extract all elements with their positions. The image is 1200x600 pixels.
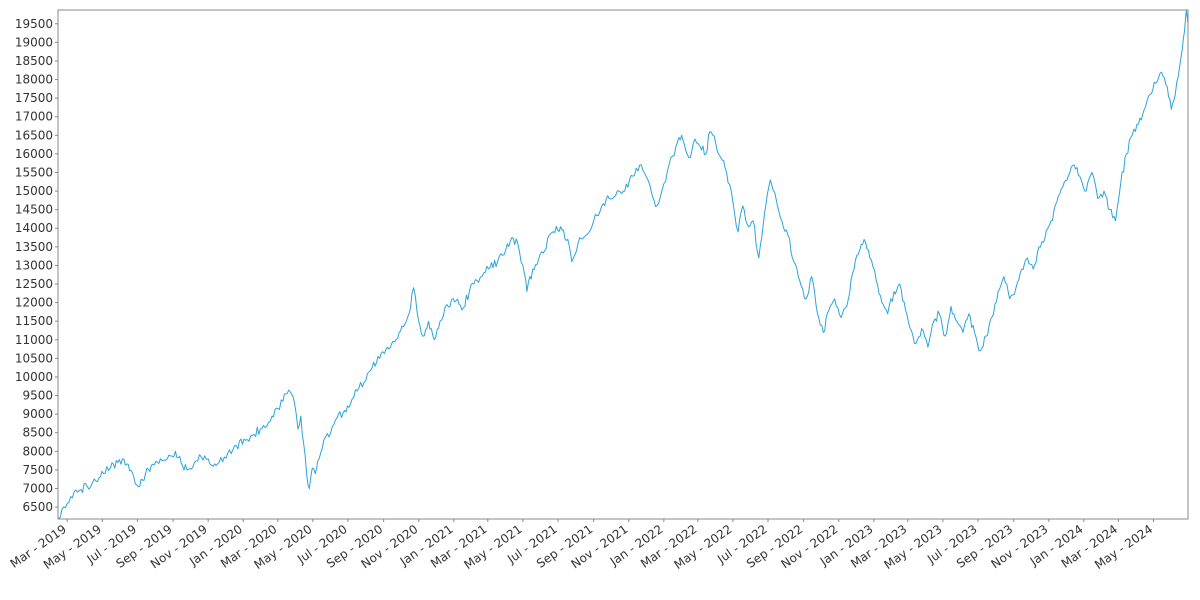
y-tick-label: 13000 bbox=[15, 258, 53, 272]
y-tick-label: 11500 bbox=[15, 314, 53, 328]
y-tick-label: 19500 bbox=[15, 17, 53, 31]
y-tick-label: 11000 bbox=[15, 333, 53, 347]
y-tick-label: 16500 bbox=[15, 128, 53, 142]
y-axis: 6500 7000 7500 8000 8500 9000 9500 10000 10500 11… bbox=[15, 17, 58, 514]
y-tick-label: 15000 bbox=[15, 184, 53, 198]
y-tick-label: 12500 bbox=[15, 277, 53, 291]
y-tick-label: 14000 bbox=[15, 221, 53, 235]
series-layer bbox=[58, 10, 1189, 519]
y-tick-label: 6500 bbox=[22, 500, 53, 514]
y-tick-label: 8500 bbox=[22, 426, 53, 440]
y-tick-label: 10000 bbox=[15, 370, 53, 384]
y-tick-label: 17000 bbox=[15, 110, 53, 124]
plot-frame bbox=[57, 9, 1189, 520]
y-tick-label: 8000 bbox=[22, 444, 53, 458]
y-tick-label: 16000 bbox=[15, 147, 53, 161]
y-tick-label: 17500 bbox=[15, 91, 53, 105]
y-tick-label: 9000 bbox=[22, 407, 53, 421]
y-tick-label: 7500 bbox=[22, 463, 53, 477]
series-line bbox=[58, 10, 1189, 519]
y-tick-label: 13500 bbox=[15, 240, 53, 254]
y-tick-label: 12000 bbox=[15, 296, 53, 310]
y-tick-label: 18000 bbox=[15, 73, 53, 87]
y-tick-label: 9500 bbox=[22, 389, 53, 403]
y-tick-label: 14500 bbox=[15, 203, 53, 217]
y-tick-label: 18500 bbox=[15, 54, 53, 68]
y-tick-label: 7000 bbox=[22, 482, 53, 496]
y-tick-label: 15500 bbox=[15, 165, 53, 179]
y-tick-label: 10500 bbox=[15, 351, 53, 365]
y-tick-label: 19000 bbox=[15, 35, 53, 49]
